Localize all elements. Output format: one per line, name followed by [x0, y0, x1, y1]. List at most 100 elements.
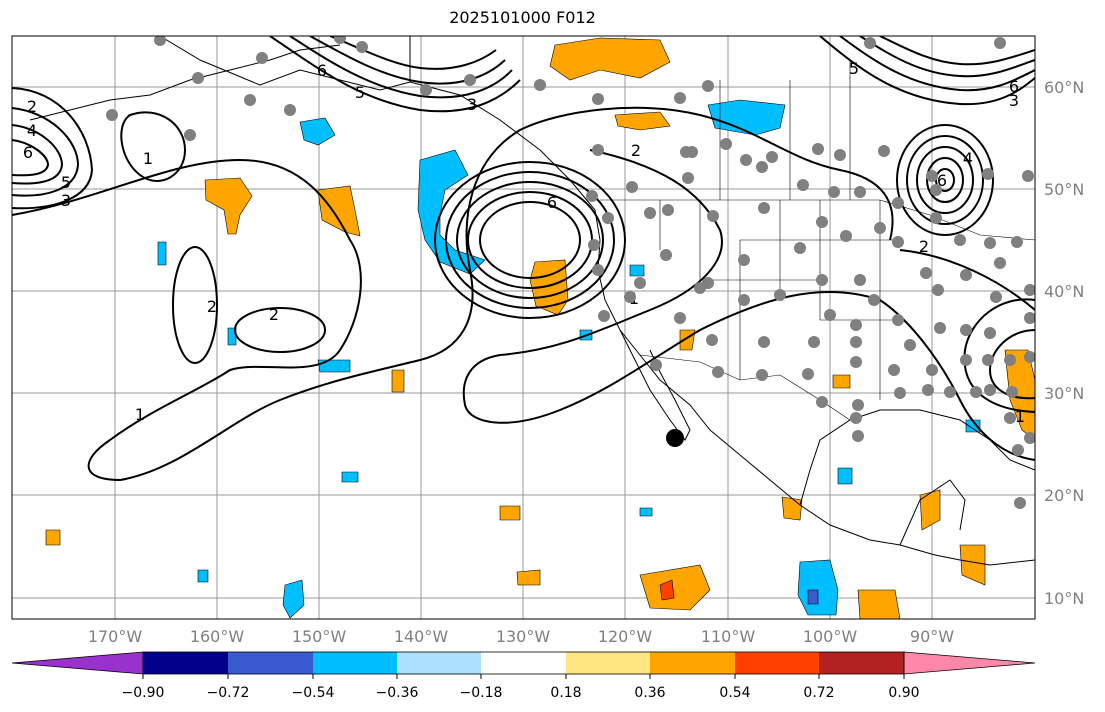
blue-blob: [282, 579, 305, 619]
filled-anomalies: [45, 37, 1035, 619]
lon-label: 140°W: [394, 627, 449, 646]
contour-label: 5: [849, 59, 859, 78]
colorbar-max-triangle: [903, 651, 1036, 675]
lat-label: 40°N: [1044, 282, 1084, 301]
contour-label: 3: [61, 191, 71, 210]
blue-blob: [317, 359, 351, 373]
lon-label: 100°W: [803, 627, 858, 646]
lon-label: 150°W: [292, 627, 347, 646]
orange-blob: [391, 369, 405, 393]
colorbar-tick-label: −0.36: [376, 685, 419, 701]
lat-label: 60°N: [1044, 78, 1084, 97]
colorbar-tick-label: 0.18: [550, 685, 581, 701]
orange-blob: [516, 569, 541, 586]
colorbar-tick-label: 0.72: [803, 685, 834, 701]
orange-blob: [857, 589, 901, 619]
colorbar-segment: [819, 652, 904, 674]
contour-label: 3: [467, 95, 477, 114]
contour-lines: [12, 36, 1035, 482]
colorbar-tick-label: −0.90: [122, 685, 165, 701]
blue-blob: [639, 507, 653, 517]
colorbar-segment: [566, 652, 650, 674]
lon-label: 120°W: [598, 627, 653, 646]
plot-frame: [11, 35, 1036, 620]
orange-blob: [1004, 349, 1035, 441]
contour-label: 5: [355, 83, 365, 102]
contour-label: 3: [1009, 91, 1019, 110]
longitude-labels: 170°W 160°W 150°W 140°W 130°W 120°W 110°…: [88, 627, 954, 646]
lat-label: 50°N: [1044, 180, 1084, 199]
colorbar-segment: [313, 652, 397, 674]
baja-california: [619, 329, 691, 441]
map-title: 2025101000 F012: [449, 8, 596, 27]
contour-label: 2: [269, 305, 279, 324]
colorbar-min-triangle: [11, 651, 144, 675]
orange-blob: [639, 564, 711, 611]
lon-label: 110°W: [701, 627, 756, 646]
colorbar-segment: [481, 652, 566, 674]
blue-blob: [227, 327, 237, 346]
contour-label: 1: [1015, 407, 1025, 426]
lat-lon-grid: [12, 36, 1035, 619]
blue-blob: [341, 471, 359, 483]
colorbar: −0.90 −0.72 −0.54 −0.36 −0.18 0.18 0.36 …: [11, 651, 1036, 701]
yucatan: [899, 479, 966, 546]
orange-blob: [832, 374, 851, 389]
red-blob: [659, 579, 675, 601]
lon-label: 90°W: [910, 627, 954, 646]
contour-label: 2: [207, 297, 217, 316]
alaska-coast: [159, 36, 411, 91]
contour-label: 6: [23, 143, 33, 162]
blue-blob: [797, 559, 839, 616]
colorbar-segment: [650, 652, 735, 674]
us-mexico-border: [639, 354, 851, 421]
blue-blob: [299, 117, 336, 146]
colorbar-tick-label: −0.72: [207, 685, 250, 701]
colorbar-tick-label: 0.54: [719, 685, 750, 701]
lat-label: 10°N: [1044, 589, 1084, 608]
coastlines: [29, 36, 1035, 566]
blue-blob: [157, 241, 167, 266]
orange-blob: [614, 111, 671, 131]
lon-label: 130°W: [496, 627, 551, 646]
darkblue-blob: [807, 589, 819, 605]
lon-label: 170°W: [88, 627, 143, 646]
contour-label: 2: [631, 141, 641, 160]
contour-label: 4: [963, 149, 973, 168]
contour-label: 6: [937, 171, 947, 190]
contour-label: 2: [27, 97, 37, 116]
location-marker: [666, 429, 684, 447]
orange-blob: [204, 177, 253, 235]
colorbar-segment: [735, 652, 819, 674]
borders: [600, 60, 1035, 421]
orange-blob: [317, 185, 361, 237]
colorbar-tick-label: 0.36: [634, 685, 665, 701]
lon-label: 160°W: [190, 627, 245, 646]
orange-blob: [499, 505, 521, 521]
colorbar-segment: [397, 652, 481, 674]
blue-blob: [965, 419, 981, 433]
orange-blob: [781, 496, 803, 521]
contour-label: 2: [919, 237, 929, 256]
blue-blob: [707, 99, 786, 136]
lat-label: 30°N: [1044, 384, 1084, 403]
orange-blob: [959, 544, 986, 586]
colorbar-tick-label: −0.18: [460, 685, 503, 701]
colorbar-tick-label: 0.90: [888, 685, 919, 701]
contour-label: 6: [1009, 77, 1019, 96]
latitude-labels: 60°N 50°N 40°N 30°N 20°N 10°N: [1044, 78, 1084, 608]
lat-label: 20°N: [1044, 486, 1084, 505]
blue-blob: [417, 149, 486, 275]
contour-label: 5: [61, 173, 71, 192]
blue-blob: [629, 264, 645, 277]
orange-blob: [549, 37, 671, 81]
gulf-of-mexico-coast: [799, 409, 1035, 506]
contour-label: 1: [143, 149, 153, 168]
contour-label-group: 1 2 2 2 4 6 5 3 6 5 3 1 6 1 2 2 6 5 3 4 …: [23, 59, 1025, 426]
orange-blob: [919, 489, 941, 531]
colorbar-segment: [143, 652, 228, 674]
colorbar-tick-label: −0.54: [292, 685, 335, 701]
blue-blob: [197, 569, 209, 583]
blue-blob: [837, 467, 853, 485]
